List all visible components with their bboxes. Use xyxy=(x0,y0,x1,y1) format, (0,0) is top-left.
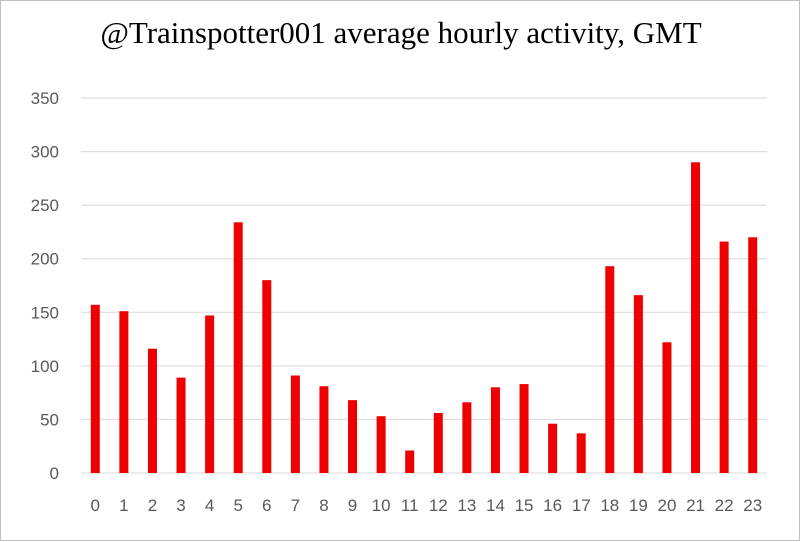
y-tick-label: 50 xyxy=(40,410,59,429)
gridlines xyxy=(81,97,767,474)
x-tick-label: 8 xyxy=(319,496,328,515)
x-tick-label: 19 xyxy=(629,496,648,515)
bars xyxy=(90,162,758,474)
bar-hour-23 xyxy=(748,237,758,473)
x-tick-label: 13 xyxy=(457,496,476,515)
y-tick-label: 150 xyxy=(31,303,59,322)
bar-hour-18 xyxy=(605,266,615,473)
x-tick-label: 7 xyxy=(291,496,300,515)
bar-hour-17 xyxy=(576,433,586,473)
x-tick-label: 22 xyxy=(715,496,734,515)
y-tick-label: 100 xyxy=(31,357,59,376)
y-axis-tick-labels: 0 50 100 150 200 250 300 350 xyxy=(31,89,59,483)
x-tick-label: 9 xyxy=(348,496,357,515)
x-tick-label: 21 xyxy=(686,496,705,515)
x-tick-label: 1 xyxy=(119,496,128,515)
bar-hour-21 xyxy=(691,162,701,474)
bar-hour-19 xyxy=(633,295,643,473)
x-tick-label: 23 xyxy=(743,496,762,515)
bar-hour-8 xyxy=(319,386,329,473)
x-tick-label: 20 xyxy=(657,496,676,515)
bar-hour-4 xyxy=(205,315,215,473)
x-tick-label: 12 xyxy=(429,496,448,515)
x-tick-label: 15 xyxy=(515,496,534,515)
y-tick-label: 0 xyxy=(50,464,59,483)
x-tick-label: 16 xyxy=(543,496,562,515)
x-tick-label: 11 xyxy=(401,496,419,515)
x-tick-label: 18 xyxy=(600,496,619,515)
x-axis-tick-labels: 0 1 2 3 4 5 6 7 8 9 10 11 12 13 14 15 16 17 18 19 20 21 22 23 xyxy=(91,496,763,515)
x-tick-label: 3 xyxy=(176,496,185,515)
bar-hour-14 xyxy=(490,387,500,473)
y-tick-label: 350 xyxy=(31,89,59,108)
y-tick-label: 250 xyxy=(31,196,59,215)
bar-hour-11 xyxy=(405,450,415,473)
bar-hour-13 xyxy=(462,402,472,473)
x-tick-label: 0 xyxy=(91,496,100,515)
bar-hour-12 xyxy=(433,413,443,473)
y-tick-label: 300 xyxy=(31,143,59,162)
bar-hour-6 xyxy=(262,280,272,473)
bar-hour-3 xyxy=(176,377,186,473)
bar-hour-16 xyxy=(548,423,558,473)
x-tick-label: 2 xyxy=(148,496,157,515)
x-tick-label: 4 xyxy=(205,496,214,515)
y-tick-label: 200 xyxy=(31,250,59,269)
chart-title: @Trainspotter001 average hourly activity… xyxy=(100,15,702,50)
x-tick-label: 10 xyxy=(372,496,391,515)
bar-hour-0 xyxy=(90,304,100,473)
bar-hour-1 xyxy=(119,311,129,473)
bar-hour-5 xyxy=(233,222,243,473)
bar-hour-22 xyxy=(719,241,729,473)
bar-hour-2 xyxy=(147,348,157,473)
bar-hour-10 xyxy=(376,416,386,473)
bar-hour-20 xyxy=(662,342,672,473)
bar-hour-7 xyxy=(290,375,300,473)
x-tick-label: 5 xyxy=(233,496,242,515)
bar-hour-15 xyxy=(519,384,529,473)
x-tick-label: 14 xyxy=(486,496,505,515)
x-tick-label: 17 xyxy=(572,496,591,515)
x-tick-label: 6 xyxy=(262,496,271,515)
bar-hour-9 xyxy=(348,400,358,473)
